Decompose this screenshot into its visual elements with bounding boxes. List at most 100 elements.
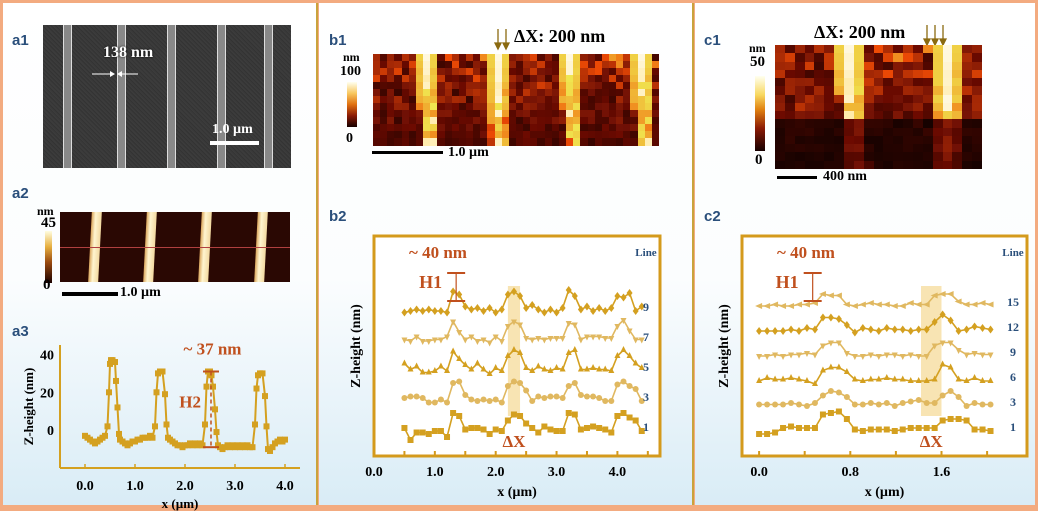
map-pixel: [863, 86, 875, 96]
map-pixel: [480, 131, 488, 139]
map-pixel: [401, 61, 410, 69]
map-pixel: [824, 127, 835, 137]
data-point: [474, 304, 481, 312]
map-pixel: [794, 102, 806, 112]
map-pixel: [373, 103, 381, 111]
x-axis-label: x (µm): [497, 485, 537, 500]
data-point: [764, 354, 771, 360]
colorbar-min: 0: [43, 277, 51, 293]
x-tick-label: 1.6: [933, 465, 951, 480]
width-annotation: 138 nm: [103, 44, 154, 61]
map-pixel: [380, 68, 388, 76]
map-pixel: [863, 135, 875, 145]
map-pixel: [451, 117, 460, 125]
map-pixel: [651, 61, 660, 69]
data-point: [517, 349, 524, 355]
x-tick-label: 4.0: [276, 479, 294, 494]
map-pixel: [437, 54, 445, 62]
map-pixel: [863, 53, 875, 63]
map-pixel: [523, 89, 531, 97]
map-pixel: [893, 144, 904, 153]
map-pixel: [551, 96, 560, 104]
map-pixel: [844, 111, 855, 120]
map-pixel: [401, 89, 410, 97]
map-pixel: [444, 110, 453, 118]
data-point: [851, 401, 858, 408]
x-tick-label: 0.0: [76, 479, 94, 494]
data-point: [474, 359, 481, 366]
map-pixel: [863, 111, 875, 120]
map-pixel: [903, 53, 914, 63]
map-pixel: [473, 138, 481, 146]
map-pixel: [972, 102, 983, 112]
data-point: [102, 432, 108, 439]
data-point: [850, 303, 858, 309]
data-point: [756, 377, 763, 383]
map-pixel: [814, 119, 825, 129]
map-pixel: [573, 96, 581, 104]
map-pixel: [601, 117, 610, 125]
map-pixel: [558, 96, 567, 104]
map-pixel: [523, 103, 531, 111]
map-pixel: [544, 103, 553, 111]
map-pixel: [922, 61, 934, 71]
map-pixel: [401, 96, 410, 104]
data-point: [756, 354, 763, 360]
map-pixel: [444, 117, 453, 125]
map-pixel: [544, 117, 553, 125]
map-pixel: [903, 61, 914, 71]
h1-label: H1: [776, 272, 799, 292]
map-pixel: [437, 117, 445, 125]
data-point: [425, 305, 432, 314]
map-pixel: [380, 89, 388, 97]
map-pixel: [637, 96, 646, 104]
map-pixel: [883, 69, 894, 79]
data-point: [923, 325, 930, 334]
map-pixel: [401, 75, 410, 83]
map-pixel: [394, 103, 403, 111]
map-pixel: [616, 82, 624, 90]
map-pixel: [480, 117, 488, 125]
colorbar-max: 50: [750, 54, 765, 70]
map-pixel: [401, 54, 410, 62]
map-pixel: [942, 144, 953, 153]
map-pixel: [451, 103, 460, 111]
map-pixel: [942, 45, 953, 54]
map-pixel: [594, 131, 603, 139]
data-point: [867, 352, 874, 359]
map-pixel: [922, 53, 934, 63]
map-pixel: [784, 45, 796, 54]
map-pixel: [942, 78, 953, 87]
map-pixel: [913, 119, 924, 129]
map-pixel: [834, 94, 845, 104]
map-pixel: [551, 103, 560, 111]
map-pixel: [853, 135, 865, 145]
map-pixel: [437, 138, 445, 146]
map-pixel: [962, 61, 973, 71]
data-point: [486, 398, 493, 404]
map-pixel: [972, 119, 983, 129]
y-axis-label: Z-height (nm): [717, 304, 732, 388]
data-point: [780, 375, 787, 382]
data-point: [596, 365, 603, 372]
data-point: [547, 336, 554, 342]
map-pixel: [893, 127, 904, 137]
data-point: [987, 352, 994, 359]
map-pixel: [415, 75, 424, 83]
data-point: [955, 394, 962, 400]
data-point: [947, 363, 954, 370]
data-point: [450, 380, 457, 386]
map-pixel: [630, 75, 639, 83]
map-pixel: [834, 69, 845, 79]
map-pixel: [494, 124, 503, 132]
data-point: [979, 401, 986, 408]
map-pixel: [437, 131, 445, 139]
data-point: [590, 393, 597, 400]
map-pixel: [415, 61, 424, 69]
map-pixel: [444, 124, 453, 132]
map-pixel: [651, 110, 660, 118]
data-point: [541, 365, 548, 372]
map-pixel: [775, 86, 786, 96]
map-pixel: [494, 103, 503, 111]
map-pixel: [834, 127, 845, 137]
